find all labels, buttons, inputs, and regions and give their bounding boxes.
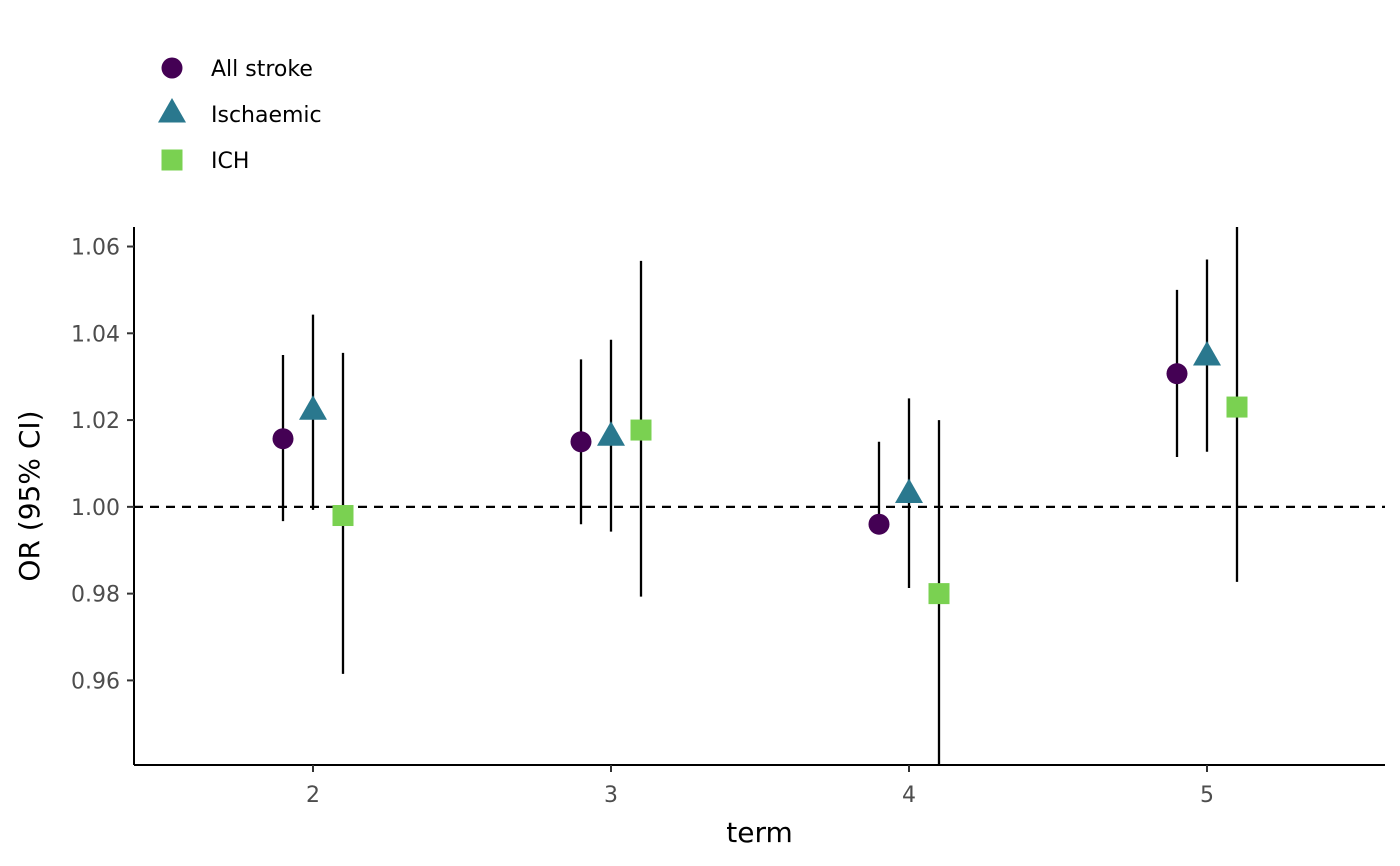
- y-tick-label: 1.02: [71, 409, 120, 434]
- y-axis-title: OR (95% CI): [13, 410, 46, 581]
- data-point: [1226, 396, 1248, 418]
- data-point: [1166, 363, 1188, 385]
- data-point: [272, 428, 294, 450]
- error-bar-layer: [281, 227, 1239, 765]
- legend-key: [161, 57, 183, 79]
- data-point: [630, 419, 652, 441]
- legend-key: [158, 98, 186, 123]
- x-tick-label: 3: [604, 783, 618, 808]
- x-tick-label: 2: [306, 783, 320, 808]
- data-point: [1193, 340, 1221, 366]
- legend-key: [161, 149, 183, 171]
- y-ticks: 0.96 0.98 1.00 1.02 1.04 1.06: [71, 236, 134, 694]
- data-point: [895, 478, 923, 504]
- y-tick-label: 1.06: [71, 236, 120, 261]
- data-point: [928, 583, 950, 605]
- data-point: [299, 395, 327, 420]
- axes: 0.96 0.98 1.00 1.02 1.04 1.06 2 3 4 5: [71, 227, 1385, 808]
- x-ticks: 2 3 4 5: [306, 765, 1214, 808]
- legend-label: ICH: [211, 149, 249, 174]
- x-tick-label: 5: [1200, 783, 1214, 808]
- x-tick-label: 4: [902, 783, 916, 808]
- y-tick-label: 1.04: [71, 322, 120, 347]
- data-point: [868, 513, 890, 535]
- y-tick-label: 1.00: [71, 496, 120, 521]
- data-point: [570, 431, 592, 453]
- point-layer: [272, 340, 1248, 605]
- legend-label: All stroke: [211, 57, 313, 82]
- y-tick-label: 0.98: [71, 583, 120, 608]
- legend: All stroke Ischaemic ICH: [158, 57, 322, 174]
- x-axis-title: term: [726, 816, 793, 849]
- data-point: [597, 421, 625, 446]
- legend-label: Ischaemic: [211, 103, 322, 128]
- data-point: [332, 505, 354, 527]
- y-tick-label: 0.96: [71, 669, 120, 694]
